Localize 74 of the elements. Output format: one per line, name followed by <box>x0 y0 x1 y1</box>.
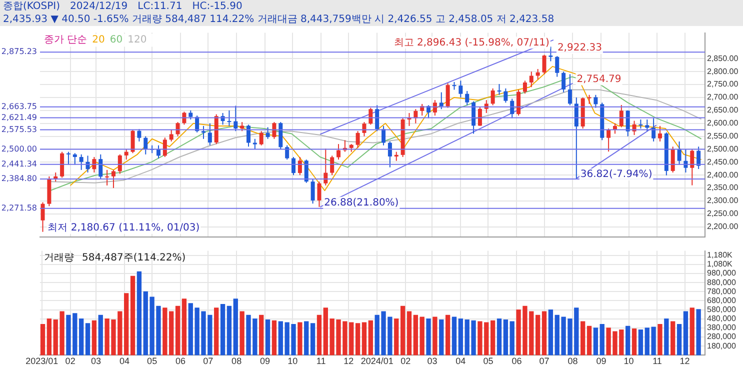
annotation: 36.82(-7.94%) <box>580 169 652 180</box>
x-tick-label: 08 <box>232 356 242 366</box>
annotation: 거래량 <box>44 252 74 264</box>
text: 120 <box>128 34 147 46</box>
y-tick-label: 2,250.00 <box>707 209 739 218</box>
annotation: 584,487주(114.22%) <box>82 252 186 264</box>
y-tick-label: 2,200.00 <box>707 222 739 232</box>
x-tick-label: 09 <box>260 356 270 366</box>
annotation: 최고 2,896.43 (-15.98%, 07/11) <box>394 37 550 48</box>
y-tick-label: 2,400.00 <box>707 170 739 180</box>
x-tick-label: 05 <box>483 356 494 366</box>
x-tick-label: 10 <box>288 356 298 366</box>
x-tick-label: 09 <box>596 356 606 366</box>
chart-subtitle: 2,435.93 ▼ 40.50 -1.65% 거래량 584,487 114.22% 거래대금 8,443,759백만 시 2,426.55 고 2,458.05 저 2,423.58 <box>0 13 743 26</box>
ref-line-label: 2,621.49 <box>1 112 37 122</box>
text: HC:-15.90 <box>192 1 242 12</box>
y-tick-label: 2,800.00 <box>707 66 739 76</box>
ref-line-label: 2,441.34 <box>1 159 37 168</box>
ref-line-label: 2,384.80 <box>1 174 37 184</box>
text: 2024/12/19 <box>70 1 128 12</box>
y-tick-label: 880,000 <box>707 278 736 287</box>
y-tick-label: 1,080K <box>707 260 734 269</box>
x-tick-label: 07 <box>539 356 550 366</box>
y-tick-label: 280,000 <box>707 332 736 342</box>
x-tick-label: 2023/01 <box>26 356 58 366</box>
ref-line-label: 2,575.53 <box>1 124 37 134</box>
x-tick-label: 12 <box>680 356 690 366</box>
y-tick-label: 480,000 <box>707 314 736 324</box>
y-tick-label: 2,600.00 <box>707 118 739 128</box>
x-tick-label: 04 <box>456 356 466 366</box>
y-tick-label: 380,000 <box>707 323 736 332</box>
ref-line-label: 2,271.58 <box>1 203 37 212</box>
annotation: 2,754.79 <box>576 74 622 85</box>
x-tick-label: 06 <box>512 356 522 366</box>
y-tick-label: 1,180K <box>707 250 734 260</box>
y-tick-label: 180,000 <box>707 341 736 350</box>
y-tick-label: 2,700.00 <box>707 92 739 102</box>
ref-line-label: 2,663.75 <box>1 102 37 111</box>
annotation: 최저 2,180.67 (11.11%, 01/03) <box>48 222 200 234</box>
x-tick-label: 03 <box>91 356 102 366</box>
x-tick-label: 02 <box>400 356 411 366</box>
legend-title: 종가 단순 <box>44 34 88 46</box>
x-tick-label: 10 <box>624 356 634 366</box>
ref-line-label: 2,875.23 <box>1 47 37 56</box>
ref-line-label: 2,500.00 <box>1 144 37 154</box>
x-tick-label: 03 <box>427 356 438 366</box>
annotation: 2,922.33 <box>557 42 602 54</box>
y-tick-label: 680,000 <box>707 296 736 305</box>
y-tick-label: 580,000 <box>707 305 736 314</box>
y-tick-label: 2,750.00 <box>707 80 739 89</box>
x-tick-label: 07 <box>203 356 214 366</box>
y-tick-label: 980,000 <box>707 268 736 278</box>
y-tick-label: 780,000 <box>707 286 736 296</box>
y-tick-label: 2,300.00 <box>707 196 739 206</box>
y-tick-label: 2,550.00 <box>707 131 739 140</box>
x-tick-label: 12 <box>344 356 354 366</box>
x-tick-label: 11 <box>316 356 326 366</box>
x-tick-label: 11 <box>652 356 662 366</box>
annotation: 26.88(21.80%) <box>324 198 399 209</box>
x-tick-label: 02 <box>65 356 76 366</box>
x-tick-label: 08 <box>568 356 578 366</box>
text: 20 <box>92 34 105 46</box>
text: 60 <box>110 34 123 46</box>
y-tick-label: 2,500.00 <box>707 144 739 154</box>
x-tick-label: 05 <box>147 356 158 366</box>
y-tick-label: 2,850.00 <box>707 54 739 63</box>
chart-title: 종합(KOSPI) <box>3 1 60 12</box>
x-tick-label: 06 <box>176 356 186 366</box>
x-tick-label: 2024/01 <box>360 356 394 366</box>
y-tick-label: 2,450.00 <box>707 157 739 166</box>
text: LC:11.71 <box>138 1 182 12</box>
x-tick-label: 04 <box>119 356 130 366</box>
y-tick-label: 2,350.00 <box>707 183 739 192</box>
y-tick-label: 2,650.00 <box>707 106 739 115</box>
